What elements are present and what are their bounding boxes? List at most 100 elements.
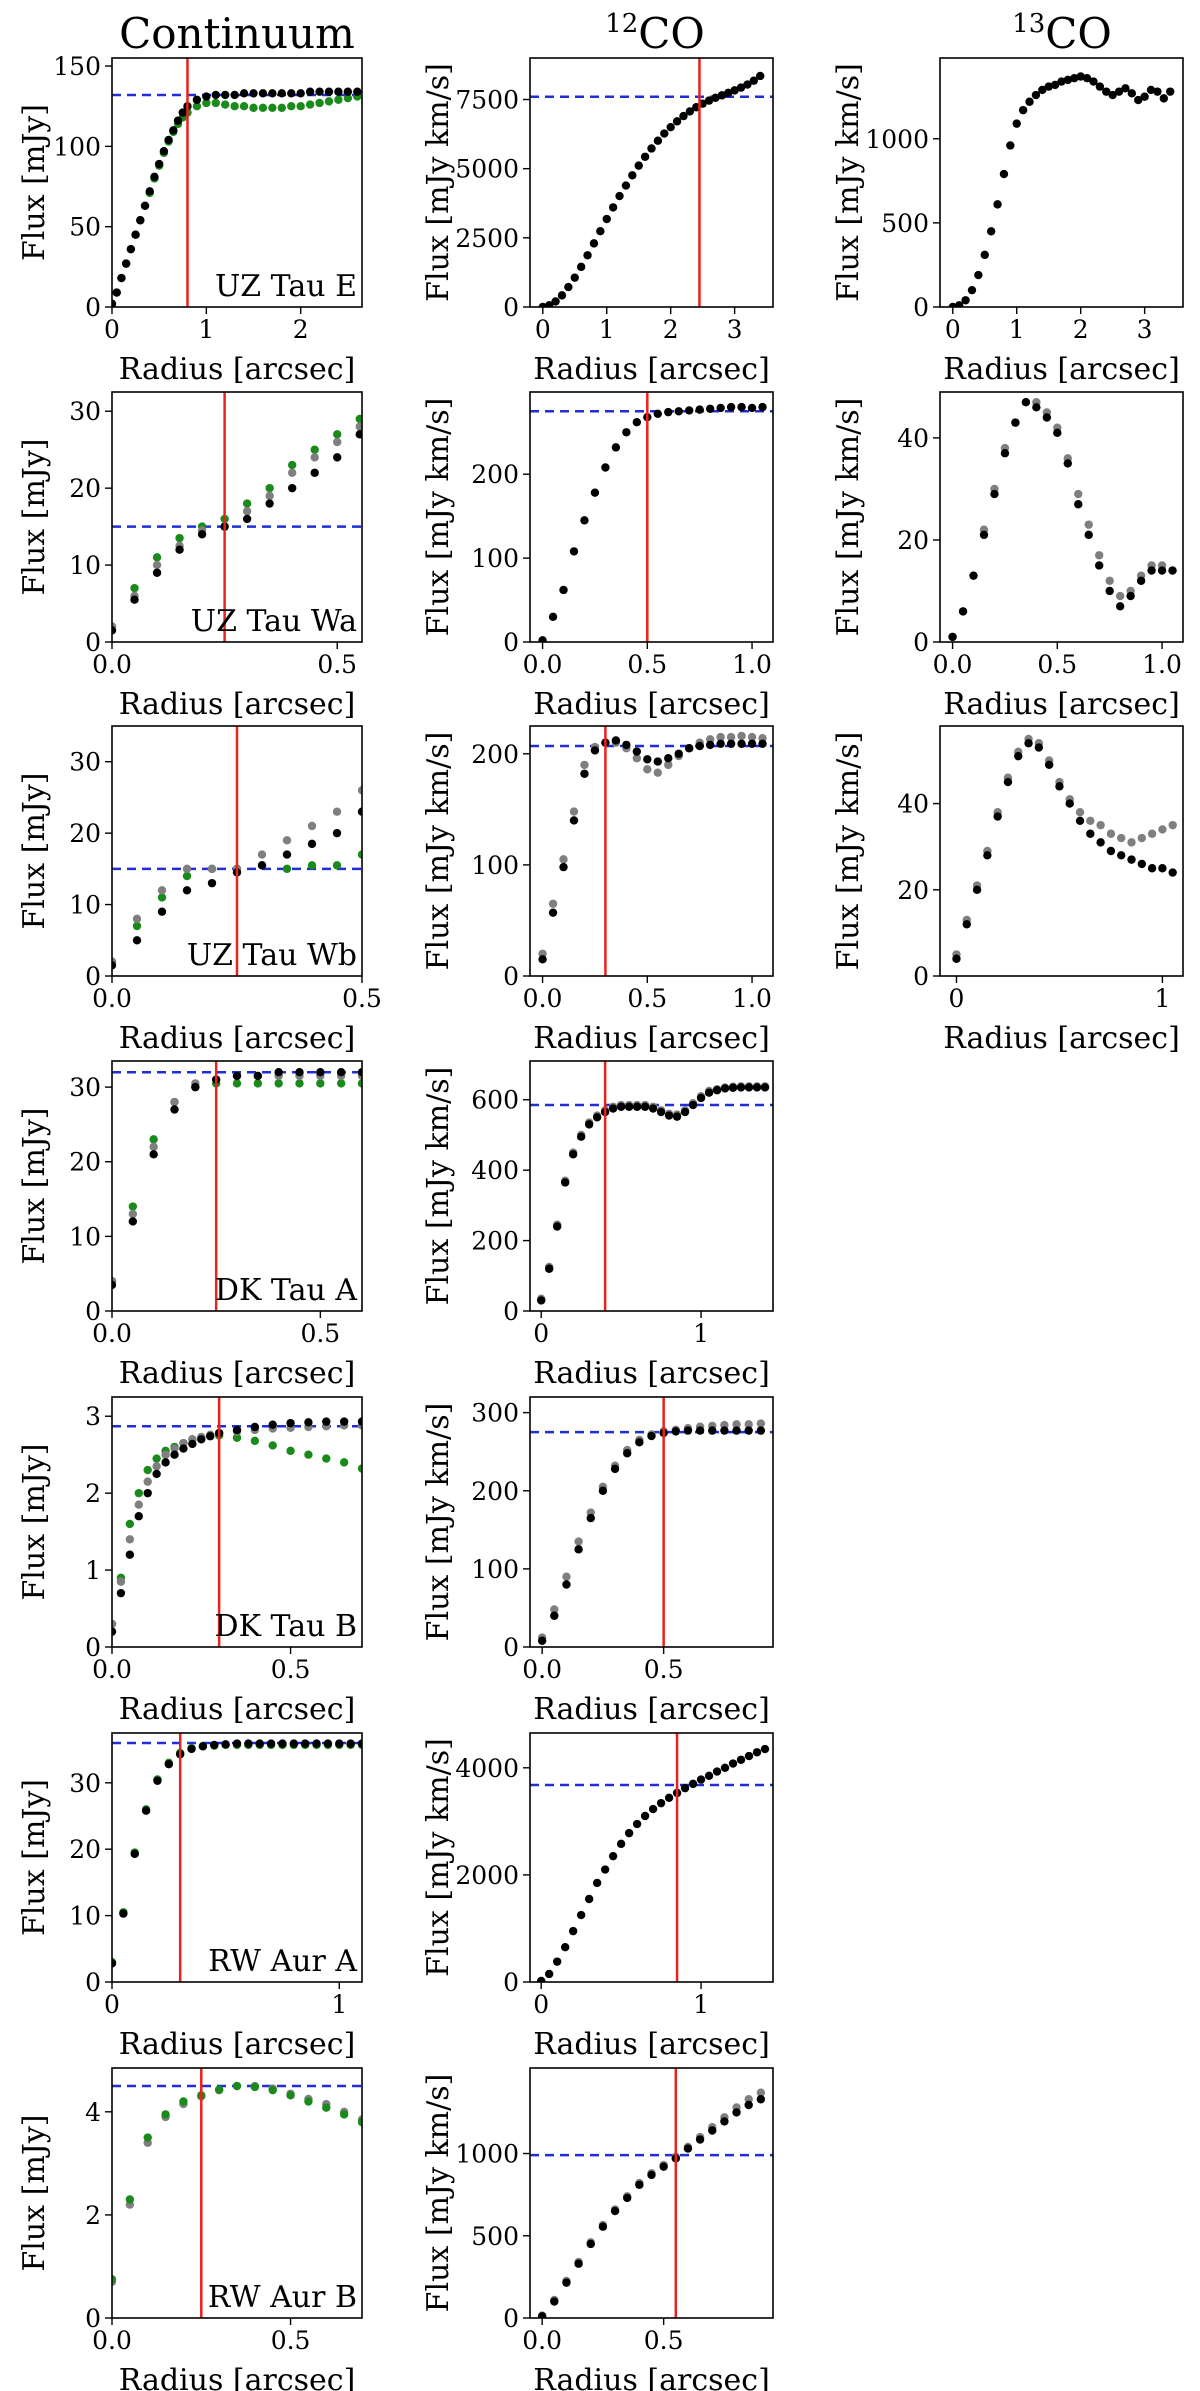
data-point-green	[357, 850, 362, 859]
data-point-black	[986, 227, 996, 236]
data-point-black	[143, 1488, 152, 1498]
data-point-black	[1050, 80, 1060, 90]
data-point-black	[705, 740, 715, 750]
data-point-black	[622, 428, 631, 437]
y-tick-label: 0	[85, 1968, 101, 1997]
data-point-green	[232, 1079, 242, 1088]
data-point-gray	[632, 754, 642, 763]
data-point-black	[1075, 816, 1085, 826]
data-point-black	[737, 402, 746, 412]
data-point-black	[685, 406, 694, 415]
y-tick-label: 3	[85, 1402, 101, 1431]
data-point-black	[310, 468, 319, 477]
plot-area	[530, 1397, 773, 1647]
data-point-black	[568, 1926, 578, 1936]
data-point-black	[357, 807, 362, 816]
data-point-black	[999, 169, 1009, 179]
data-point-black	[716, 403, 725, 413]
plot-area	[112, 1061, 362, 1311]
data-point-black	[660, 129, 669, 138]
data-point-black	[958, 607, 968, 616]
data-point-black	[322, 1417, 331, 1426]
data-point-black	[648, 1104, 658, 1113]
data-point-black	[602, 214, 611, 224]
y-axis-label: Flux [mJy km/s]	[421, 63, 456, 302]
y-tick-label: 0	[503, 962, 519, 991]
column-title-12co: 12CO	[605, 9, 705, 58]
data-point-green	[149, 1135, 158, 1144]
data-point-green	[182, 871, 192, 881]
data-point-black	[550, 1611, 559, 1620]
data-point-black	[1074, 500, 1083, 509]
data-point-black	[685, 107, 695, 116]
data-point-black	[679, 111, 688, 121]
data-point-gray	[161, 1450, 170, 1459]
data-point-black	[1000, 449, 1010, 458]
data-point-black	[1147, 864, 1157, 873]
data-point-black	[1011, 418, 1020, 427]
data-point-black	[624, 1828, 634, 1838]
data-point-green	[357, 1079, 362, 1088]
data-point-green	[274, 1079, 283, 1088]
data-point-black	[182, 886, 192, 895]
data-point-black	[282, 850, 292, 859]
data-point-black	[632, 1819, 642, 1829]
y-axis-label: Flux [mJy]	[17, 1443, 52, 1600]
x-tick-label: 0.0	[523, 650, 563, 679]
y-tick-label: 20	[897, 526, 929, 555]
plot-area	[112, 392, 362, 642]
source-name-label: RW Aur B	[208, 2280, 357, 2315]
y-tick-label: 40	[897, 790, 929, 819]
data-point-gray	[257, 850, 267, 859]
data-point-gray	[1106, 829, 1116, 838]
data-point-black	[664, 1793, 674, 1802]
data-point-gray	[653, 768, 662, 777]
data-point-black	[112, 1627, 117, 1636]
y-tick-label: 4000	[455, 1754, 519, 1783]
panel-uztauwa_13co: 0.0 0.5 1.0 0 20 40 Radius [arcsec] Flux [mJy k…	[831, 391, 1184, 722]
data-point-black	[136, 216, 145, 225]
panel-dktaua_12co: 0 1 0 200 400 600 Radius [arcsec] Flux [mJy km/…	[421, 1060, 774, 1391]
data-point-black	[265, 499, 274, 508]
data-point-green	[214, 2085, 224, 2094]
axes-frame	[111, 1396, 363, 1648]
x-axis-label: Radius [arcsec]	[119, 352, 356, 387]
data-point-black	[744, 1751, 754, 1761]
data-point-gray	[157, 886, 167, 895]
y-tick-label: 0	[503, 1297, 519, 1326]
data-point-black	[112, 288, 121, 297]
data-point-black	[752, 1748, 762, 1757]
data-point-green	[143, 2133, 152, 2142]
x-tick-label: 0.5	[644, 1655, 684, 1684]
x-tick-label: 3	[727, 315, 743, 344]
panel-uztaue_12co: 0 1 2 3 0 2500 5000 7500 Radius [arcsec] Flux [mJ…	[421, 57, 774, 387]
data-point-green	[132, 921, 142, 931]
x-axis-label: Radius [arcsec]	[533, 687, 770, 722]
data-point-black	[221, 1740, 230, 1749]
data-point-green	[253, 1079, 263, 1088]
data-point-black	[173, 116, 183, 125]
x-axis-label: Radius [arcsec]	[119, 1356, 356, 1391]
x-axis-label: Radius [arcsec]	[119, 2027, 356, 2062]
data-point-black	[1121, 84, 1130, 93]
data-point-gray	[152, 560, 162, 570]
data-point-gray	[132, 914, 142, 924]
y-tick-label: 0	[913, 962, 929, 991]
data-point-green	[265, 483, 274, 493]
data-point-black	[574, 2259, 583, 2268]
data-point-black	[1044, 760, 1054, 769]
data-point-green	[287, 101, 296, 111]
x-axis-label: Radius [arcsec]	[533, 2027, 770, 2062]
axes-frame	[111, 2067, 363, 2319]
data-point-gray	[149, 1142, 158, 1152]
data-point-black	[232, 1071, 242, 1081]
data-point-black	[683, 2144, 693, 2153]
data-point-green	[211, 98, 220, 108]
data-point-black	[296, 89, 305, 98]
data-point-black	[1157, 566, 1167, 575]
data-point-black	[161, 1458, 170, 1467]
data-point-black	[583, 251, 592, 260]
data-point-black	[1044, 82, 1053, 91]
y-tick-label: 1	[85, 1556, 101, 1585]
data-point-black	[647, 144, 656, 153]
